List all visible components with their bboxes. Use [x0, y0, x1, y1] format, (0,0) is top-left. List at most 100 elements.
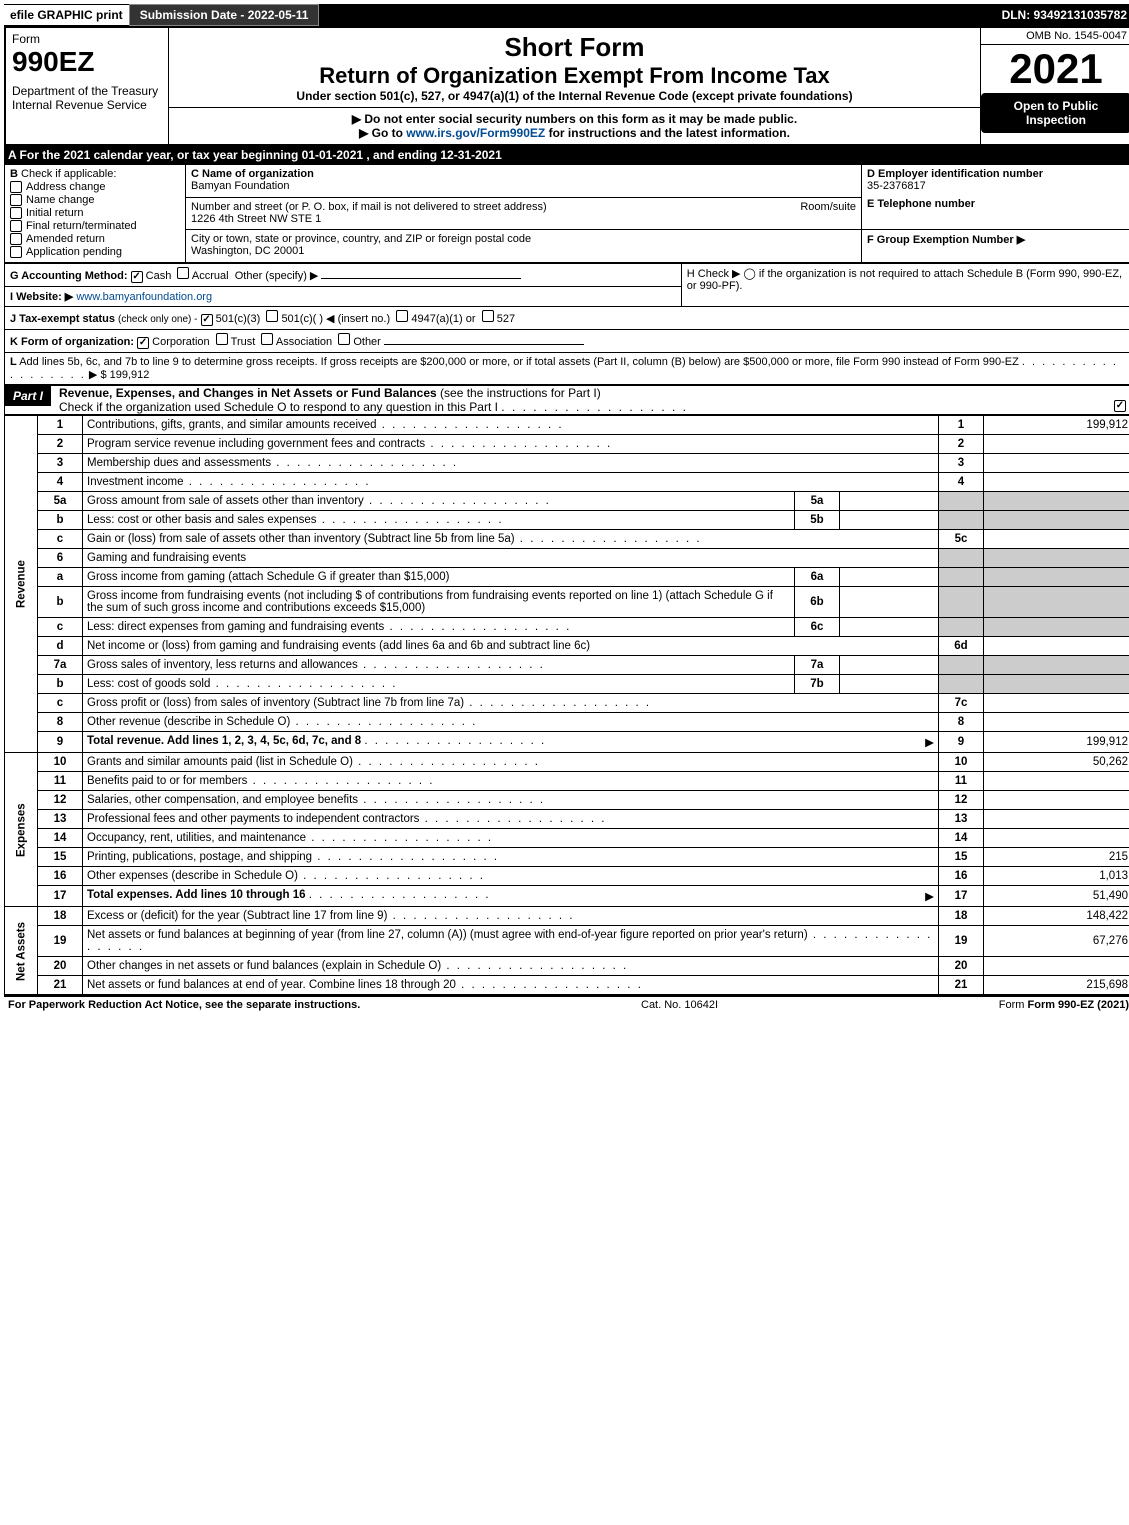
row-9: 9 Total revenue. Add lines 1, 2, 3, 4, 5…: [5, 732, 1129, 753]
row-6d: d Net income or (loss) from gaming and f…: [5, 637, 1129, 656]
goto-prefix: ▶ Go to: [359, 126, 406, 140]
line1-amount: 199,912: [984, 416, 1129, 435]
year-cell: OMB No. 1545-0047 2021 Open to Public In…: [981, 27, 1129, 145]
k-other-line: [384, 344, 584, 345]
cb-other-org[interactable]: [338, 333, 350, 345]
line1-desc: Contributions, gifts, grants, and simila…: [83, 416, 939, 435]
row-20: 20 Other changes in net assets or fund b…: [5, 957, 1129, 976]
ssn-note: ▶ Do not enter social security numbers o…: [175, 112, 974, 126]
part1-tag: Part I: [5, 386, 51, 406]
row-10: Expenses 10 Grants and similar amounts p…: [5, 753, 1129, 772]
letter-b: B: [10, 168, 18, 180]
row-2: 2 Program service revenue including gove…: [5, 435, 1129, 454]
row-21: 21 Net assets or fund balances at end of…: [5, 976, 1129, 995]
short-form-title: Short Form: [175, 32, 974, 63]
row-1: Revenue 1 Contributions, gifts, grants, …: [5, 416, 1129, 435]
goto-suffix: for instructions and the latest informat…: [549, 126, 790, 140]
l-text: Add lines 5b, 6c, and 7b to line 9 to de…: [19, 356, 1019, 368]
dln-number: DLN: 93492131035782: [996, 5, 1129, 25]
row-13: 13 Professional fees and other payments …: [5, 810, 1129, 829]
expenses-label: Expenses: [5, 753, 38, 907]
cb-name-change[interactable]: Name change: [10, 194, 180, 206]
cb-trust[interactable]: [216, 333, 228, 345]
top-bar: efile GRAPHIC print Submission Date - 20…: [4, 4, 1129, 26]
cb-assoc[interactable]: [261, 333, 273, 345]
cb-initial-return[interactable]: Initial return: [10, 207, 180, 219]
title-cell: Short Form Return of Organization Exempt…: [169, 27, 981, 108]
cb-address-change[interactable]: Address change: [10, 181, 180, 193]
g-other: Other (specify) ▶: [235, 270, 319, 282]
goto-note: ▶ Go to www.irs.gov/Form990EZ for instru…: [175, 126, 974, 140]
department-label: Department of the Treasury: [12, 84, 162, 98]
irs-link[interactable]: www.irs.gov/Form990EZ: [406, 126, 545, 140]
row-16: 16 Other expenses (describe in Schedule …: [5, 867, 1129, 886]
form-header: Form 990EZ Department of the Treasury In…: [4, 26, 1129, 146]
misc-table: G Accounting Method: Cash Accrual Other …: [4, 263, 1129, 385]
street-label: Number and street (or P. O. box, if mail…: [191, 201, 547, 213]
row-17: 17 Total expenses. Add lines 10 through …: [5, 886, 1129, 907]
cb-accrual[interactable]: [177, 267, 189, 279]
cb-schedule-o[interactable]: [1114, 400, 1126, 412]
section-a: A For the 2021 calendar year, or tax yea…: [4, 146, 1129, 164]
return-title: Return of Organization Exempt From Incom…: [175, 63, 974, 89]
section-h: H Check ▶ ◯ if the organization is not r…: [681, 264, 1129, 307]
section-b: B Check if applicable: Address change Na…: [5, 165, 186, 263]
row-6c: c Less: direct expenses from gaming and …: [5, 618, 1129, 637]
row-7c: c Gross profit or (loss) from sales of i…: [5, 694, 1129, 713]
cb-cash[interactable]: [131, 271, 143, 283]
cb-4947[interactable]: [396, 310, 408, 322]
form-code: 990EZ: [12, 46, 162, 78]
city-label: City or town, state or province, country…: [191, 233, 856, 245]
l-arrow: ▶: [89, 369, 97, 381]
cb-501c-other[interactable]: [266, 310, 278, 322]
form-word: Form: [12, 32, 162, 46]
cb-amended[interactable]: Amended return: [10, 233, 180, 245]
row-7b: b Less: cost of goods sold 7b: [5, 675, 1129, 694]
row-7a: 7a Gross sales of inventory, less return…: [5, 656, 1129, 675]
irs-label: Internal Revenue Service: [12, 98, 162, 112]
row-5a: 5a Gross amount from sale of assets othe…: [5, 492, 1129, 511]
row-5b: b Less: cost or other basis and sales ex…: [5, 511, 1129, 530]
row-6a: a Gross income from gaming (attach Sched…: [5, 568, 1129, 587]
letter-f: F Group Exemption Number ▶: [867, 234, 1025, 246]
website-link[interactable]: www.bamyanfoundation.org: [76, 291, 212, 303]
row-14: 14 Occupancy, rent, utilities, and maint…: [5, 829, 1129, 848]
cb-501c3[interactable]: [201, 314, 213, 326]
room-label: Room/suite: [800, 201, 856, 213]
section-d-e: D Employer identification number 35-2376…: [862, 165, 1129, 230]
letter-l: L: [10, 356, 17, 368]
efile-print-label: efile GRAPHIC print: [4, 5, 129, 25]
cb-527[interactable]: [482, 310, 494, 322]
line17-desc: Total expenses. Add lines 10 through 16: [87, 889, 306, 901]
row-18: Net Assets 18 Excess or (deficit) for th…: [5, 907, 1129, 926]
paperwork-notice: For Paperwork Reduction Act Notice, see …: [8, 999, 360, 1011]
g-other-line: [321, 278, 521, 279]
l-amount: $ 199,912: [100, 369, 149, 381]
form-ref: Form 990-EZ (2021): [1028, 999, 1129, 1011]
row-8: 8 Other revenue (describe in Schedule O)…: [5, 713, 1129, 732]
section-c-city: City or town, state or province, country…: [186, 230, 862, 263]
line17-arrow: ▶: [925, 889, 934, 903]
letter-g: G Accounting Method:: [10, 270, 128, 282]
section-l: L Add lines 5b, 6c, and 7b to line 9 to …: [5, 353, 1129, 385]
section-k: K Form of organization: Corporation Trus…: [5, 330, 1129, 353]
row-4: 4 Investment income 4: [5, 473, 1129, 492]
city-value: Washington, DC 20001: [191, 245, 856, 257]
letter-d: D Employer identification number: [867, 168, 1127, 180]
letter-e: E Telephone number: [867, 198, 1127, 210]
line9-desc: Total revenue. Add lines 1, 2, 3, 4, 5c,…: [87, 735, 361, 747]
cb-pending[interactable]: Application pending: [10, 246, 180, 258]
info-table: B Check if applicable: Address change Na…: [4, 164, 1129, 263]
revenue-label: Revenue: [5, 416, 38, 753]
footer: For Paperwork Reduction Act Notice, see …: [4, 995, 1129, 1013]
section-f: F Group Exemption Number ▶: [862, 230, 1129, 263]
b-text: Check if applicable:: [21, 168, 116, 180]
section-j: J Tax-exempt status (check only one) - 5…: [5, 307, 1129, 330]
main-table: Revenue 1 Contributions, gifts, grants, …: [4, 415, 1129, 995]
cb-final-return[interactable]: Final return/terminated: [10, 220, 180, 232]
cb-corp[interactable]: [137, 337, 149, 349]
row-6b: b Gross income from fundraising events (…: [5, 587, 1129, 618]
open-public-badge: Open to Public Inspection: [981, 93, 1129, 133]
row-3: 3 Membership dues and assessments 3: [5, 454, 1129, 473]
section-c-street: Number and street (or P. O. box, if mail…: [186, 197, 862, 230]
